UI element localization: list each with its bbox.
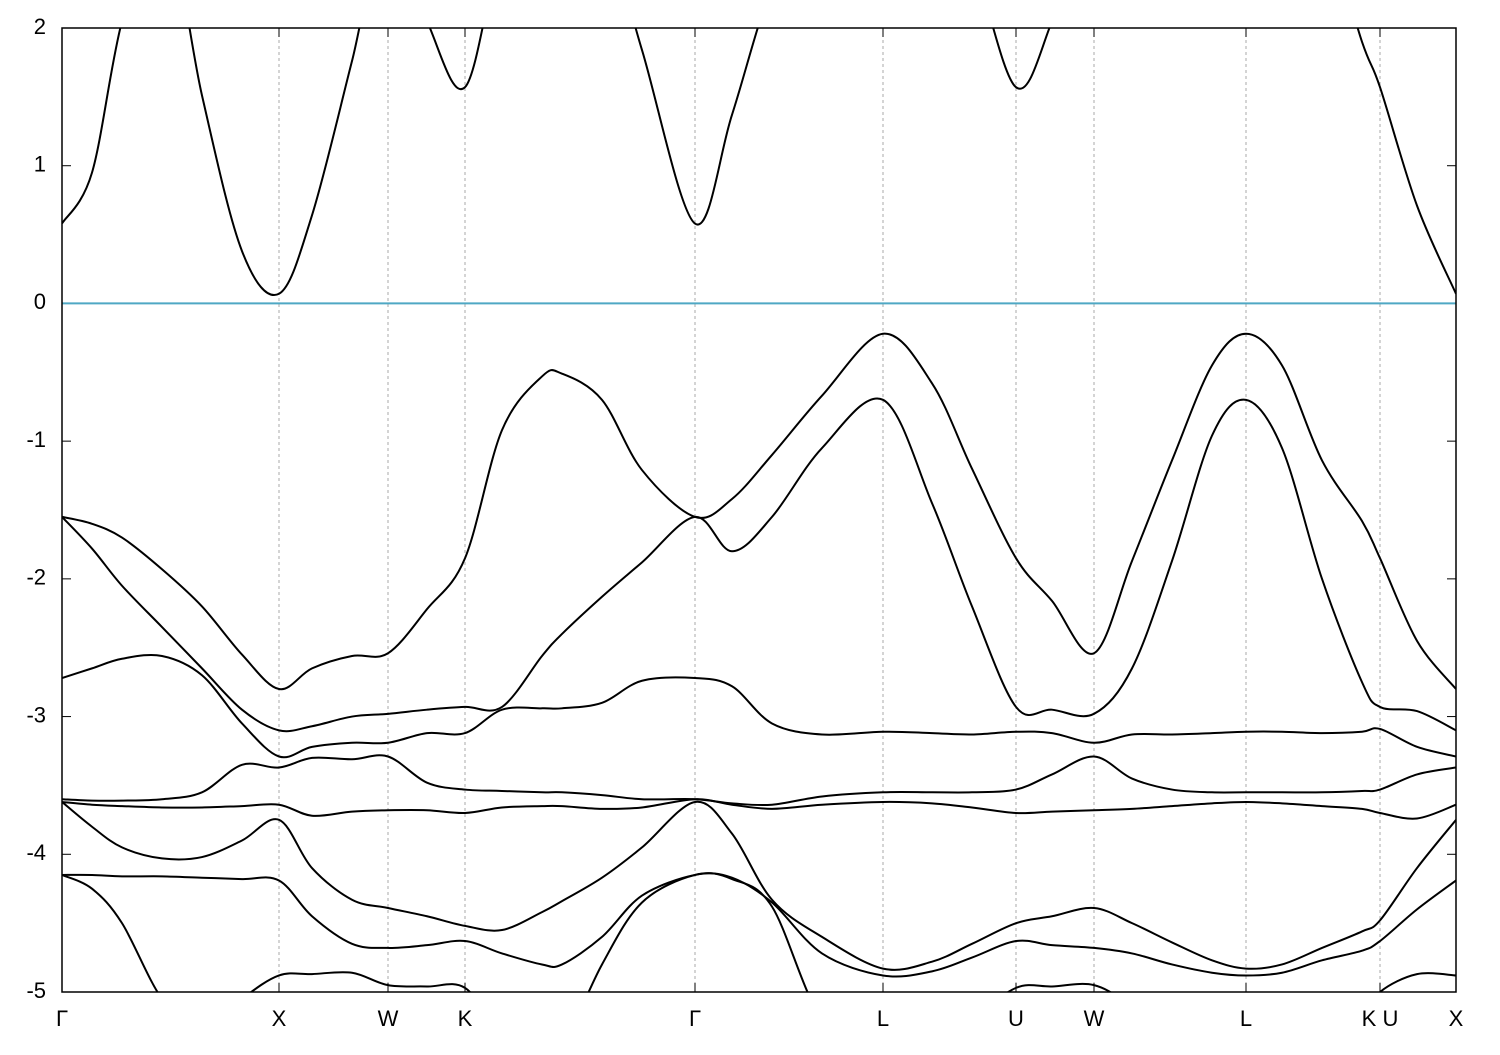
x-tick-label: W: [378, 1006, 399, 1031]
x-tick-label: L: [1240, 1006, 1252, 1031]
band-line: [62, 653, 1456, 759]
y-tick-label: -2: [26, 565, 46, 590]
y-tick-label: -4: [26, 840, 46, 865]
x-tick-label: U: [1008, 1006, 1024, 1031]
y-tick-label: 0: [34, 289, 46, 314]
x-tick-label: X: [1449, 1006, 1464, 1031]
plot-area: [62, 28, 1456, 992]
x-tick-label: X: [272, 1006, 287, 1031]
x-tick-label: L: [877, 1006, 889, 1031]
x-tick-label: K: [458, 1006, 473, 1031]
band-line: [62, 397, 1456, 733]
x-tick-label: Γ: [689, 1006, 701, 1031]
band-line: [62, 332, 1456, 691]
band-line: [62, 800, 1456, 971]
x-tick-label: W: [1084, 1006, 1105, 1031]
band-line: [62, 28, 1456, 296]
y-tick-label: 1: [34, 152, 46, 177]
y-tick-label: -5: [26, 978, 46, 1003]
y-tick-label: 2: [34, 14, 46, 39]
x-tick-label: Γ: [56, 1006, 68, 1031]
band-line: [62, 798, 1456, 820]
band-line: [62, 872, 1456, 992]
band-line: [62, 754, 1456, 807]
y-tick-label: -3: [26, 702, 46, 727]
plot-frame: [61, 27, 1457, 993]
band-line: [62, 872, 1456, 978]
x-tick-label: K U: [1362, 1006, 1399, 1031]
y-tick-label: -1: [26, 427, 46, 452]
